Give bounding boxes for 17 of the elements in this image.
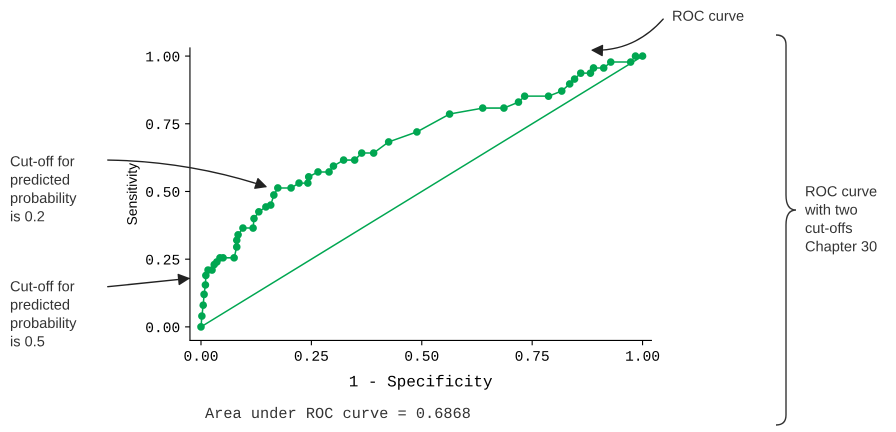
text: ROC curve with two cut-offs Chapter 30 <box>804 186 877 254</box>
text: Cut-off for predicted probability is 0.2 <box>10 156 76 222</box>
text: Cut-off for predicted probability is 0.5 <box>10 280 76 346</box>
y-tick-label: 0.25 <box>146 254 180 265</box>
x-tick-label: 0.75 <box>516 350 549 361</box>
x-tick-label: 0.50 <box>405 350 438 361</box>
x-tick-label: 0.25 <box>294 350 328 361</box>
y-tick-label: 0.00 <box>146 322 180 332</box>
x-axis-title: 1 - Specificity <box>350 374 492 390</box>
x-tick-label: 1.00 <box>626 350 660 361</box>
text: ROC curve <box>673 10 744 21</box>
y-tick-label: 0.75 <box>146 119 180 130</box>
y-tick-label: 1.00 <box>146 52 180 62</box>
text: Area under ROC curve = 0.6868 <box>205 406 470 418</box>
y-tick-label: 0.50 <box>146 187 180 197</box>
x-tick-label: 0.00 <box>184 350 218 361</box>
y-axis-title: Sensitivity <box>126 162 140 225</box>
